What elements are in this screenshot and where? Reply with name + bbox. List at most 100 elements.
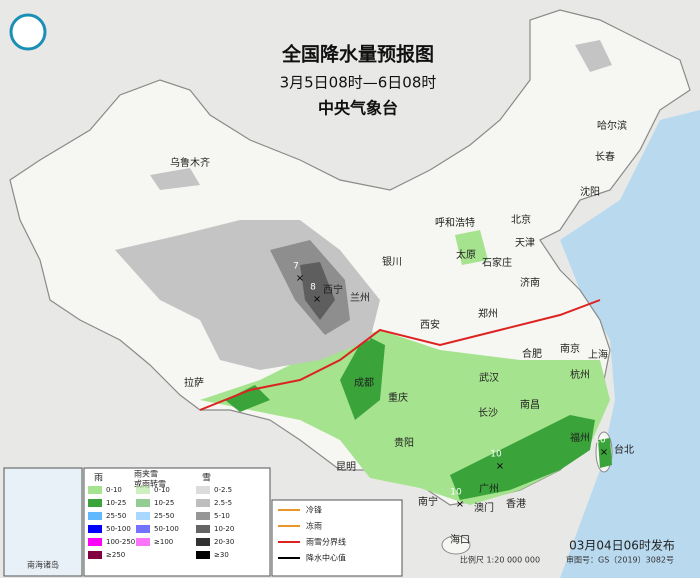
city-label: 南京: [560, 342, 580, 355]
legend-swatch: [88, 551, 102, 559]
city-label: 昆明: [336, 461, 356, 473]
city-label: 香港: [506, 498, 526, 510]
legend-label: 50-100: [154, 525, 179, 533]
city-label: 兰州: [350, 291, 370, 304]
city-label: 呼和浩特: [435, 217, 475, 229]
city-label: 乌鲁木齐: [170, 156, 210, 169]
city-label: 合肥: [522, 347, 542, 360]
city-label: 澳门: [474, 501, 494, 514]
city-label: 西宁: [323, 283, 343, 296]
legend-label: 10-25: [106, 499, 126, 507]
legend-swatch: [196, 551, 210, 559]
legend-label: 0-10: [154, 486, 170, 494]
legend-swatch: [136, 525, 150, 533]
center-marker: ×: [313, 294, 321, 305]
city-label: 石家庄: [482, 256, 512, 269]
legend-label: 25-50: [154, 512, 174, 520]
legend-label: ≥30: [214, 551, 229, 559]
approval: 审图号：GS（2019）3082号: [566, 555, 674, 565]
legend-label: ≥100: [154, 538, 173, 546]
legend-label: 冷锋: [306, 505, 322, 515]
sea: [560, 110, 700, 578]
city-label: 台北: [614, 443, 634, 456]
legend-label: 降水中心值: [306, 553, 346, 563]
city-label: 太原: [456, 248, 476, 261]
center-marker: ×: [456, 499, 464, 510]
city-label: 南昌: [520, 398, 540, 411]
legend-label: 10-20: [214, 525, 234, 533]
issuer: 中央气象台: [318, 99, 398, 118]
center-marker: ×: [496, 461, 504, 472]
legend-swatch: [88, 512, 102, 520]
map-title: 全国降水量预报图: [281, 43, 434, 66]
rain-10-25: [225, 385, 270, 412]
legend-label: 50-100: [106, 525, 131, 533]
legend-label: 0-2.5: [214, 486, 232, 494]
legend-swatch: [196, 499, 210, 507]
legend-swatch: [136, 486, 150, 494]
issued-time: 03月04日06时发布: [569, 538, 675, 553]
legend-swatch: [88, 486, 102, 494]
legend-box: [83, 467, 271, 577]
city-label: 哈尔滨: [597, 119, 627, 132]
center-marker: ×: [600, 447, 608, 458]
legend-label: 0-10: [106, 486, 122, 494]
city-label: 贵阳: [394, 436, 414, 449]
legend-label: 5-10: [214, 512, 230, 520]
legend-label: 20-30: [214, 538, 234, 546]
legend-title: 或雨转雪: [134, 479, 166, 489]
legend-swatch: [196, 486, 210, 494]
city-label: 北京: [511, 213, 531, 226]
legend-swatch: [136, 499, 150, 507]
city-label: 西安: [420, 318, 440, 331]
city-label: 拉萨: [184, 376, 204, 389]
city-label: 长春: [595, 151, 615, 163]
city-label: 武汉: [479, 371, 499, 384]
legend-title: 雨夹雪: [134, 469, 158, 479]
legend-label: 10-25: [154, 499, 174, 507]
city-label: 济南: [520, 276, 540, 289]
rain-10-25: [340, 335, 385, 420]
legend-label: 雨雪分界线: [306, 537, 346, 547]
rain-0-10: [455, 230, 488, 265]
rain-10-25: [598, 438, 612, 468]
city-label: 天津: [515, 237, 535, 249]
legend-swatch: [196, 538, 210, 546]
legend-swatch: [88, 499, 102, 507]
city-label: 沈阳: [580, 185, 600, 198]
legend-title: 雪: [202, 473, 211, 484]
time-range: 3月5日08时—6日08时: [280, 74, 437, 92]
center-value: 10: [594, 436, 606, 446]
center-marker: ×: [296, 273, 304, 284]
symbol-legend-box: [271, 499, 403, 577]
city-label: 银川: [382, 255, 402, 268]
legend-label: 100-250: [106, 538, 135, 546]
legend-label: 冻雨: [306, 521, 322, 531]
inset-box: [3, 467, 83, 577]
center-value: 10: [490, 450, 502, 460]
city-label: 海口: [450, 533, 470, 546]
snow-5-10: [300, 262, 335, 320]
rain-10-25: [450, 415, 595, 500]
city-label: 南宁: [418, 495, 438, 508]
legend-label: 25-50: [106, 512, 126, 520]
snow-0-2.5: [575, 40, 612, 72]
logo: [9, 13, 47, 51]
inset-title: 南海诸岛: [27, 560, 59, 570]
snow-0-2.5: [150, 168, 200, 190]
hainan: [441, 535, 471, 555]
legend-swatch: [196, 512, 210, 520]
legend-label: ≥250: [106, 551, 125, 559]
scale: 比例尺 1:20 000 000: [460, 555, 540, 565]
city-label: 重庆: [388, 391, 408, 404]
city-label: 成都: [354, 377, 374, 389]
city-label: 广州: [479, 483, 499, 495]
center-value: 8: [310, 283, 316, 293]
legend-title: 雨: [94, 473, 103, 484]
legend-swatch: [136, 512, 150, 520]
city-label: 杭州: [570, 368, 590, 381]
rain-snow-line: [199, 299, 601, 411]
city-label: 郑州: [478, 307, 498, 320]
legend-swatch: [196, 525, 210, 533]
